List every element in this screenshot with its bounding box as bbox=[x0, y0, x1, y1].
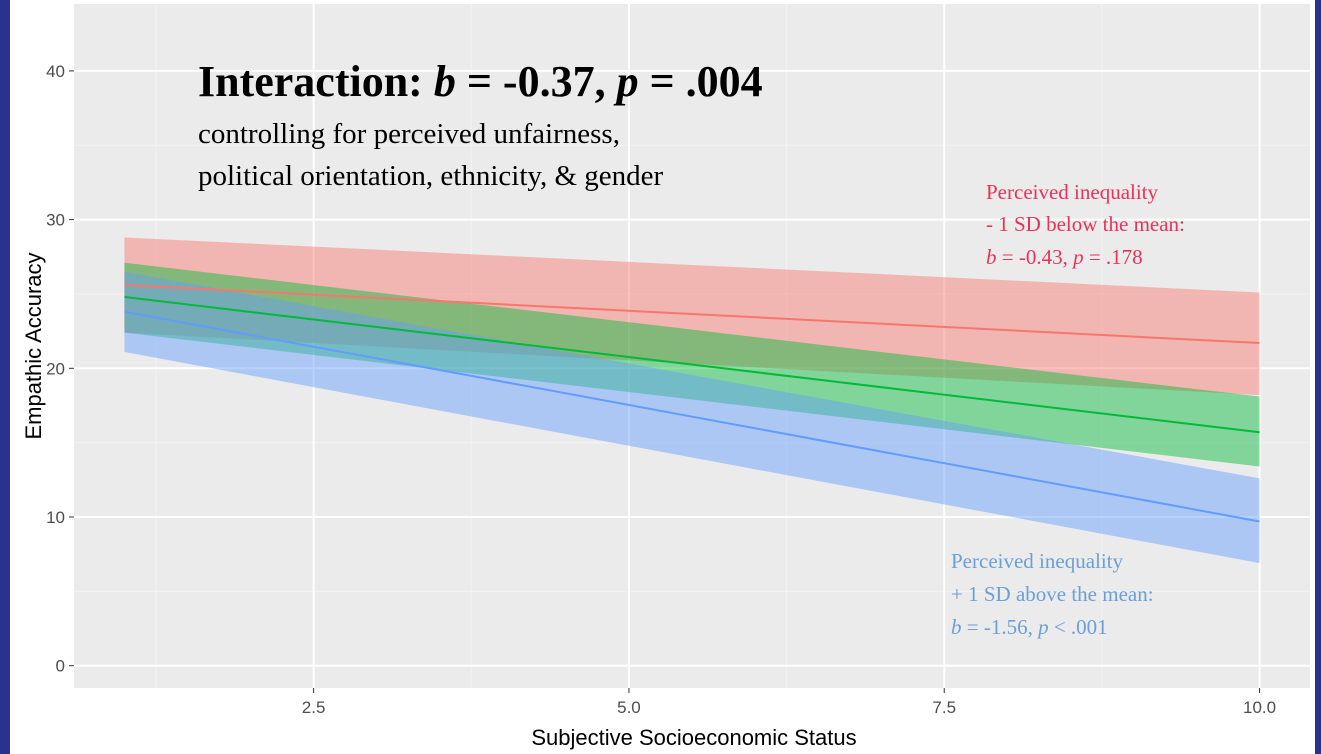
y-tick-label: 0 bbox=[56, 657, 65, 676]
regression-line-mid bbox=[124, 295, 1260, 434]
x-axis-title: Subjective Socioeconomic Status bbox=[531, 725, 856, 750]
interaction-annotation: Interaction: b = -0.37, p = .004 bbox=[198, 57, 763, 106]
regression-line-high bbox=[124, 310, 1260, 523]
regression-lines bbox=[124, 284, 1260, 523]
high-annotation-stats: b = -1.56, p < .001 bbox=[951, 615, 1108, 639]
high-b-value: = -1.56, bbox=[962, 615, 1039, 639]
y-axis-title: Empathic Accuracy bbox=[21, 252, 46, 439]
controls-line-1: controlling for perceived unfairness, bbox=[198, 118, 620, 150]
interaction-p-symbol: p bbox=[613, 57, 639, 106]
x-tick-label: 7.5 bbox=[932, 698, 956, 717]
y-tick-label: 10 bbox=[46, 508, 65, 527]
x-tick-label: 10.0 bbox=[1243, 698, 1276, 717]
interaction-p-value: = .004 bbox=[639, 57, 763, 106]
high-inequality-annotation: Perceived inequality + 1 SD above the me… bbox=[951, 549, 1154, 639]
axis-ticks: 2.5 5.0 7.5 10.0 0 10 20 30 40 bbox=[46, 62, 1276, 717]
high-annotation-line-2: + 1 SD above the mean: bbox=[951, 582, 1154, 606]
low-p-value: = .178 bbox=[1084, 245, 1143, 269]
high-p-value: < .001 bbox=[1049, 615, 1108, 639]
low-annotation-line-1: Perceived inequality bbox=[986, 180, 1159, 204]
low-b-value: = -0.43, bbox=[997, 245, 1074, 269]
regression-line-low bbox=[124, 284, 1260, 345]
low-p-symbol: p bbox=[1071, 245, 1084, 269]
interaction-b-symbol: b bbox=[434, 57, 456, 106]
plot-panel bbox=[74, 4, 1310, 688]
high-annotation-line-1: Perceived inequality bbox=[951, 549, 1124, 573]
high-b-symbol: b bbox=[951, 615, 962, 639]
low-inequality-annotation: Perceived inequality - 1 SD below the me… bbox=[986, 180, 1185, 269]
y-tick-label: 20 bbox=[46, 359, 65, 378]
low-b-symbol: b bbox=[986, 245, 997, 269]
high-p-symbol: p bbox=[1036, 615, 1049, 639]
interaction-prefix: Interaction: bbox=[198, 57, 434, 106]
x-tick-label: 5.0 bbox=[617, 698, 641, 717]
controls-line-2: political orientation, ethnicity, & gend… bbox=[198, 160, 664, 192]
low-annotation-stats: b = -0.43, p = .178 bbox=[986, 245, 1143, 269]
y-tick-label: 40 bbox=[46, 62, 65, 81]
confidence-band-low bbox=[124, 237, 1260, 396]
interaction-b-value: = -0.37, bbox=[456, 57, 617, 106]
x-tick-label: 2.5 bbox=[302, 698, 326, 717]
low-annotation-line-2: - 1 SD below the mean: bbox=[986, 212, 1185, 236]
y-tick-label: 30 bbox=[46, 211, 65, 230]
